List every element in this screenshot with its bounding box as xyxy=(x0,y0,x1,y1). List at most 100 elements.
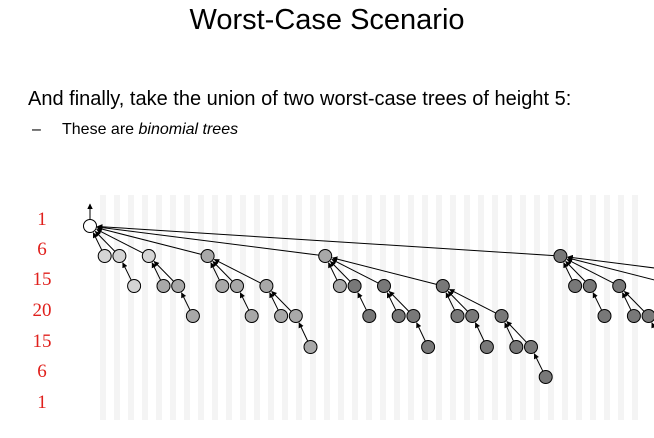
tree-node xyxy=(259,279,274,293)
tree-node xyxy=(450,309,465,323)
background-stripe xyxy=(590,195,596,420)
background-stripe xyxy=(576,195,582,420)
tree-node xyxy=(582,279,597,293)
tree-node xyxy=(318,249,333,263)
level-count-label: 15 xyxy=(33,331,52,352)
intro-text: And finally, take the union of two worst… xyxy=(28,88,572,110)
tree-node xyxy=(112,249,127,263)
background-stripe xyxy=(114,195,120,420)
slide-title: Worst-Case Scenario xyxy=(189,4,465,36)
tree-node xyxy=(274,309,289,323)
tree-node xyxy=(465,309,480,323)
tree-node xyxy=(288,309,303,323)
background-stripe xyxy=(100,195,106,420)
tree-node xyxy=(185,309,200,323)
tree-node xyxy=(391,309,406,323)
tree-edge xyxy=(563,262,573,281)
background-stripe xyxy=(408,195,414,420)
tree-edge xyxy=(269,292,279,311)
tree-node xyxy=(230,279,244,293)
level-count-label: 20 xyxy=(33,300,52,321)
tree-edge xyxy=(416,322,426,342)
background-stripe xyxy=(366,195,372,420)
level-count-label: 1 xyxy=(37,209,47,230)
tree-node xyxy=(141,249,156,263)
tree-node xyxy=(127,279,142,293)
tree-node xyxy=(332,279,347,293)
tree-edge xyxy=(96,228,144,254)
tree-node xyxy=(435,279,450,293)
tree-node xyxy=(156,279,171,293)
tree-edge xyxy=(122,262,132,281)
tree-node xyxy=(597,309,612,323)
level-count-labels: 1 6 15 20 15 6 1 xyxy=(33,209,52,413)
background-stripe xyxy=(506,195,512,420)
tree-edge xyxy=(474,322,485,342)
tree-edge xyxy=(330,260,351,282)
bullet-emphasis: binomial trees xyxy=(138,121,239,138)
tree-edge xyxy=(96,224,319,256)
background-stripe xyxy=(254,195,260,420)
tree-edge xyxy=(213,258,261,284)
background-stripe xyxy=(548,195,554,420)
tree-edge xyxy=(96,224,554,257)
background-stripe xyxy=(212,195,218,420)
tree-edge xyxy=(331,258,379,284)
background-stripe xyxy=(604,195,610,420)
tree-edge xyxy=(92,232,103,251)
background-stripe xyxy=(492,195,498,420)
tree-edge xyxy=(181,292,191,311)
tree-edge xyxy=(533,353,544,372)
tree-edge xyxy=(445,292,456,311)
tree-edges xyxy=(87,203,654,372)
tree-node xyxy=(524,340,538,354)
background-stripe xyxy=(142,195,148,420)
tree-node xyxy=(200,249,215,263)
tree-edge xyxy=(212,260,233,282)
background-stripe xyxy=(282,195,288,420)
tree-edge xyxy=(592,292,603,311)
background-stripe xyxy=(562,195,568,420)
tree-edge xyxy=(239,292,250,311)
tree-edge xyxy=(567,254,654,269)
background-stripe xyxy=(310,195,316,420)
background-stripe xyxy=(464,195,470,420)
tree-edge xyxy=(504,322,514,342)
background-stripe xyxy=(632,195,638,420)
tree-node xyxy=(568,279,583,293)
level-count-label: 6 xyxy=(37,361,47,382)
level-count-label: 1 xyxy=(37,392,47,413)
tree-node xyxy=(347,279,362,293)
tree-edge xyxy=(622,292,632,311)
tree-edge xyxy=(386,292,397,311)
tree-edge xyxy=(298,322,309,342)
background-stripe xyxy=(478,195,484,420)
tree-node xyxy=(479,340,494,354)
tree-node xyxy=(626,309,641,323)
background-stripe xyxy=(268,195,274,420)
bullet-item: – These are binomial trees xyxy=(32,121,238,139)
tree-node xyxy=(171,279,186,293)
tree-node xyxy=(494,309,509,323)
background-stripe xyxy=(436,195,442,420)
background-stripe xyxy=(324,195,330,420)
background-stripe xyxy=(226,195,232,420)
tree-edge xyxy=(331,256,437,285)
tree-edge xyxy=(566,258,614,284)
background-stripe xyxy=(394,195,400,420)
tree-node xyxy=(421,340,436,354)
tree-node xyxy=(553,249,568,263)
background-stripe xyxy=(422,195,428,420)
background-stripe xyxy=(170,195,176,420)
background-stripe xyxy=(156,195,162,420)
tree-edge xyxy=(210,262,220,281)
tree-edge xyxy=(388,290,410,312)
background-stripes xyxy=(100,195,638,420)
background-stripe xyxy=(296,195,302,420)
background-stripe xyxy=(240,195,246,420)
background-stripe xyxy=(520,195,526,420)
level-count-label: 6 xyxy=(37,239,47,260)
tree-node xyxy=(612,279,627,293)
level-count-label: 15 xyxy=(33,269,52,290)
tree-edge xyxy=(357,292,367,311)
